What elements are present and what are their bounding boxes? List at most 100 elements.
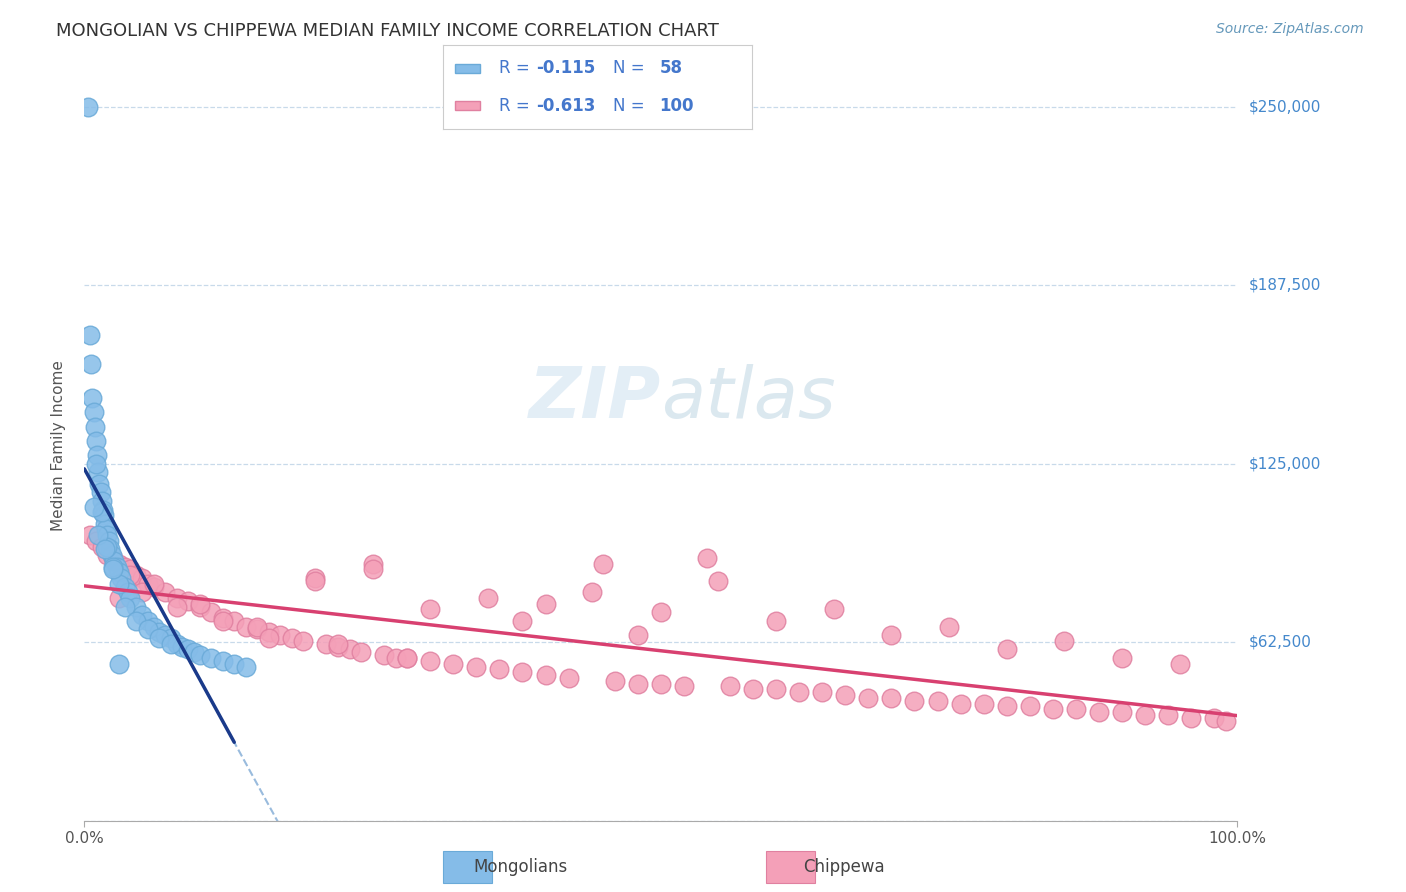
Y-axis label: Median Family Income: Median Family Income — [51, 360, 66, 532]
Point — [326, 640, 349, 654]
Point — [903, 694, 925, 708]
Point — [98, 542, 121, 557]
Point — [1215, 714, 1237, 728]
Point — [361, 562, 384, 576]
Point — [1168, 657, 1191, 671]
Point — [477, 591, 499, 605]
Point — [823, 602, 845, 616]
Point — [419, 654, 441, 668]
Point — [235, 659, 257, 673]
Text: -0.115: -0.115 — [536, 60, 595, 78]
Point — [1042, 702, 1064, 716]
Point — [246, 623, 269, 637]
Point — [90, 505, 112, 519]
Point — [465, 659, 488, 673]
Point — [488, 662, 510, 676]
Point — [142, 576, 165, 591]
Point — [114, 559, 136, 574]
Point — [93, 508, 115, 523]
Point — [94, 542, 117, 557]
Text: MONGOLIAN VS CHIPPEWA MEDIAN FAMILY INCOME CORRELATION CHART: MONGOLIAN VS CHIPPEWA MEDIAN FAMILY INCO… — [56, 22, 718, 40]
Point — [880, 628, 903, 642]
Text: $187,500: $187,500 — [1249, 278, 1320, 293]
Point — [304, 574, 326, 588]
Point — [83, 500, 105, 514]
FancyBboxPatch shape — [456, 102, 479, 110]
Point — [350, 645, 373, 659]
Point — [90, 540, 112, 554]
Point — [592, 557, 614, 571]
Point — [177, 594, 200, 608]
Point — [153, 628, 176, 642]
Point — [86, 448, 108, 462]
Point — [742, 682, 765, 697]
Point — [120, 562, 142, 576]
Point — [858, 690, 880, 705]
Point — [76, 100, 98, 114]
Point — [396, 651, 419, 665]
Point — [281, 631, 304, 645]
Point — [125, 599, 148, 614]
Point — [103, 554, 125, 568]
Point — [246, 619, 269, 633]
Point — [83, 419, 105, 434]
Text: 100: 100 — [659, 96, 695, 114]
Point — [269, 628, 291, 642]
Text: -0.613: -0.613 — [536, 96, 595, 114]
Point — [108, 591, 131, 605]
Point — [96, 540, 118, 554]
Point — [880, 690, 903, 705]
Text: N =: N = — [613, 60, 650, 78]
Point — [949, 697, 972, 711]
Point — [224, 657, 246, 671]
Point — [114, 580, 136, 594]
Text: ZIP: ZIP — [529, 364, 661, 433]
Point — [125, 614, 148, 628]
Point — [927, 694, 949, 708]
Point — [103, 559, 124, 574]
Point — [627, 628, 650, 642]
Point — [581, 585, 603, 599]
Point — [973, 697, 995, 711]
Point — [211, 611, 233, 625]
Point — [91, 502, 114, 516]
Point — [131, 571, 153, 585]
Point — [188, 648, 211, 662]
Point — [148, 625, 170, 640]
Point — [304, 571, 326, 585]
Point — [148, 631, 170, 645]
Text: $125,000: $125,000 — [1249, 457, 1320, 471]
Point — [110, 571, 132, 585]
Point — [211, 654, 233, 668]
Point — [224, 614, 246, 628]
Point — [84, 434, 107, 448]
Point — [765, 614, 787, 628]
Point — [1018, 699, 1040, 714]
Text: Chippewa: Chippewa — [803, 858, 884, 876]
Point — [1133, 708, 1156, 723]
Point — [326, 637, 349, 651]
Point — [142, 619, 165, 633]
Point — [650, 676, 672, 690]
Point — [696, 551, 718, 566]
Point — [627, 676, 650, 690]
Point — [87, 528, 110, 542]
Point — [707, 574, 730, 588]
Point — [339, 642, 361, 657]
Point — [84, 457, 107, 471]
Point — [512, 614, 534, 628]
Point — [534, 597, 557, 611]
Point — [96, 540, 118, 554]
Point — [257, 625, 280, 640]
Point — [938, 619, 960, 633]
Point — [108, 557, 131, 571]
Point — [142, 580, 165, 594]
Point — [1204, 711, 1226, 725]
Point — [672, 680, 695, 694]
Point — [995, 642, 1018, 657]
Point — [166, 637, 188, 651]
Point — [765, 682, 787, 697]
Point — [96, 523, 118, 537]
Point — [89, 485, 111, 500]
Point — [1088, 705, 1111, 719]
